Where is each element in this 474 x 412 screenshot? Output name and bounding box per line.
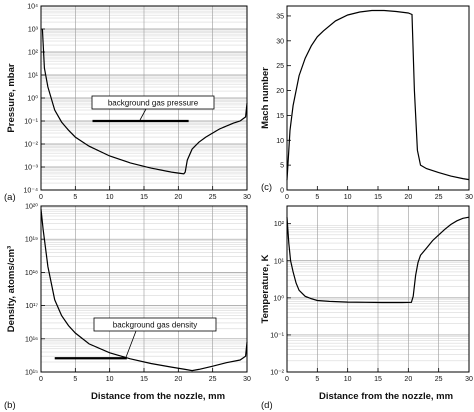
y-tick-label: 10¹ <box>28 73 39 80</box>
y-tick-label: 10⁰ <box>27 95 38 103</box>
chart-panel-d: 0 5 10 15 20 25 30 10⁻² 10⁻¹ 10⁰ 10¹ 10² Temperature… <box>260 205 473 411</box>
x-tick-label: 30 <box>465 376 473 383</box>
panel-label: (a) <box>4 192 16 203</box>
x-tick-label: 20 <box>404 376 412 383</box>
y-tick-label: 10⁴ <box>27 4 38 11</box>
annotation-box <box>91 95 215 110</box>
panel-label: (b) <box>4 400 16 411</box>
y-tick-label: 10¹⁵ <box>25 370 38 377</box>
y-axis-label: Pressure, mbar <box>6 63 17 132</box>
y-tick-label: 10¹⁶ <box>25 336 38 343</box>
chart-panel-b: 0 5 10 15 20 25 30 10¹⁵ 10¹⁶ 10¹⁷ 10¹⁸ 10¹⁹ 10²⁰ Dens… <box>4 203 251 412</box>
y-tick-label: 10⁻² <box>270 370 284 377</box>
y-axis-label: Mach number <box>260 67 271 129</box>
y-tick-label: 10⁻³ <box>24 165 38 172</box>
x-tick-label: 20 <box>404 194 412 201</box>
x-tick-label: 5 <box>73 194 77 201</box>
y-tick-label: 25 <box>276 63 284 70</box>
y-axis-label: Temperature, K <box>260 254 271 323</box>
x-tick-label: 30 <box>243 194 251 201</box>
x-tick-label: 5 <box>73 376 77 383</box>
y-tick-label: 30 <box>276 38 284 45</box>
x-tick-label: 25 <box>435 376 443 383</box>
annotation-text: background gas density <box>113 321 198 330</box>
x-tick-label: 0 <box>285 376 289 383</box>
annotation-arrow <box>139 108 147 121</box>
y-tick-label: 10¹⁷ <box>25 303 38 310</box>
x-tick-label: 20 <box>174 376 182 383</box>
x-tick-label: 5 <box>315 194 319 201</box>
x-tick-label: 0 <box>285 194 289 201</box>
y-tick-label: 10² <box>28 50 39 57</box>
annotation-box <box>93 317 217 332</box>
y-tick-label: 15 <box>276 113 284 120</box>
series-line <box>40 209 248 372</box>
x-tick-label: 10 <box>344 194 352 201</box>
y-tick-label: 10 <box>276 138 284 145</box>
y-tick-label: 10⁻¹ <box>24 119 38 126</box>
y-tick-label: 35 <box>276 13 284 20</box>
y-tick-label: 10⁻¹ <box>270 332 284 339</box>
x-tick-label: 15 <box>374 376 382 383</box>
y-tick-label: 10¹⁸ <box>25 270 38 277</box>
chart-panel-c: 0 5 10 15 20 25 30 0 5 10 15 20 25 30 35 Mach number (c) <box>260 5 473 201</box>
annotation-arrow <box>125 330 137 358</box>
x-tick-label: 0 <box>39 376 43 383</box>
y-tick-label: 10⁻⁴ <box>24 188 39 195</box>
x-tick-label: 20 <box>174 194 182 201</box>
y-tick-label: 5 <box>280 163 284 170</box>
x-tick-label: 5 <box>315 376 319 383</box>
x-tick-label: 15 <box>140 376 148 383</box>
x-tick-label: 15 <box>374 194 382 201</box>
y-tick-label: 10¹ <box>274 258 285 265</box>
x-tick-label: 10 <box>106 376 114 383</box>
x-axis-label: Distance from the nozzle, mm <box>91 391 225 402</box>
y-tick-label: 10³ <box>28 27 39 34</box>
y-tick-label: 10⁰ <box>273 294 284 302</box>
annotation-text: background gas pressure <box>108 99 199 108</box>
panel-label: (d) <box>261 400 273 411</box>
chart-panel-a: 0 5 10 15 20 25 30 10⁻⁴ 10⁻³ 10⁻² 10⁻¹ 10⁰ 10¹ 10² 10³… <box>4 4 251 204</box>
series-line <box>286 9 470 181</box>
x-tick-label: 15 <box>140 194 148 201</box>
x-tick-label: 30 <box>243 376 251 383</box>
x-tick-label: 25 <box>435 194 443 201</box>
x-tick-label: 30 <box>465 194 473 201</box>
y-axis-label: Density, atoms/cm³ <box>6 246 17 332</box>
x-axis-label: Distance from the nozzle, mm <box>319 391 453 402</box>
y-tick-label: 10² <box>274 221 285 228</box>
x-tick-label: 10 <box>106 194 114 201</box>
y-tick-label: 10⁻² <box>24 142 38 149</box>
y-tick-label: 20 <box>276 88 284 95</box>
series-line <box>41 28 248 175</box>
panel-label: (c) <box>261 182 272 193</box>
plot-frame <box>286 5 470 191</box>
series-line <box>286 216 470 304</box>
y-tick-label: 0 <box>280 188 284 195</box>
x-tick-label: 25 <box>209 376 217 383</box>
y-tick-label: 10²⁰ <box>25 203 38 211</box>
x-tick-label: 0 <box>39 194 43 201</box>
y-tick-label: 10¹⁹ <box>25 237 38 244</box>
x-tick-label: 10 <box>344 376 352 383</box>
x-tick-label: 25 <box>209 194 217 201</box>
